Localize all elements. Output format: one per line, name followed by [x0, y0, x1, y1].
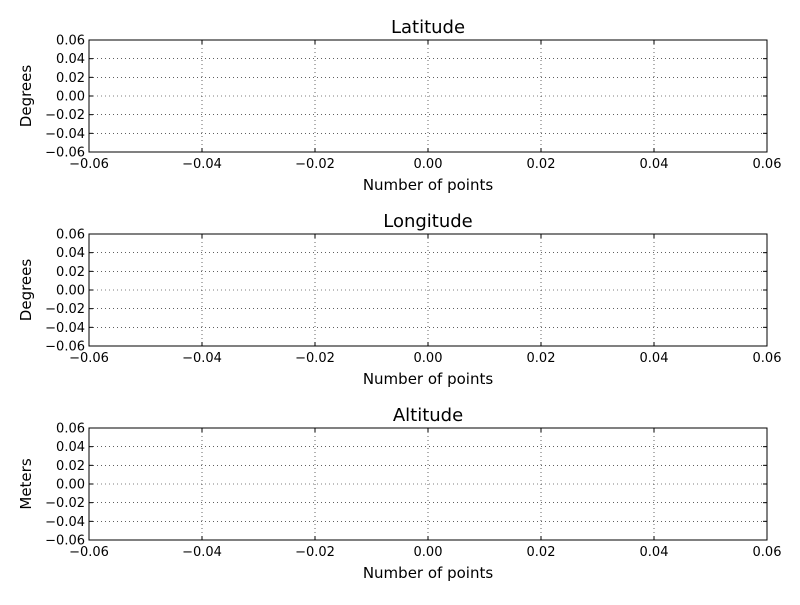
- x-tick-label: 0.04: [640, 351, 669, 366]
- x-tick-label: −0.02: [295, 545, 335, 560]
- x-tick-label: −0.04: [182, 545, 222, 560]
- y-tick-label: 0.02: [56, 459, 85, 474]
- x-axis-label: Number of points: [363, 564, 494, 582]
- x-tick-label: −0.04: [182, 157, 222, 172]
- y-tick-label: 0.02: [56, 265, 85, 280]
- subplot-longitude: Longitude Degrees Number of points −0.06…: [17, 211, 781, 388]
- chart-title: Altitude: [393, 405, 463, 426]
- y-tick-label: 0.02: [56, 71, 85, 86]
- y-tick-label: −0.02: [45, 496, 85, 511]
- y-tick-label: −0.04: [45, 515, 85, 530]
- y-tick-label: 0.06: [56, 228, 85, 243]
- x-tick-label: 0.04: [640, 545, 669, 560]
- y-tick-label: −0.04: [45, 127, 85, 142]
- y-tick-label: 0.04: [56, 52, 85, 67]
- y-tick-label: −0.02: [45, 108, 85, 123]
- x-tick-label: 0.04: [640, 157, 669, 172]
- y-tick-label: 0.00: [56, 478, 85, 493]
- x-tick-label: 0.00: [414, 545, 443, 560]
- x-tick-label: 0.06: [753, 545, 782, 560]
- x-tick-label: 0.00: [414, 351, 443, 366]
- plot-area-longitude: −0.06 −0.04 −0.02 0.00 0.02 0.04 0.06 −0.06 −0.0…: [45, 228, 781, 367]
- x-tick-label: −0.02: [295, 157, 335, 172]
- y-tick-label: 0.06: [56, 422, 85, 437]
- x-tick-label: 0.06: [753, 351, 782, 366]
- x-tick-label: 0.02: [527, 157, 556, 172]
- axes-frame: [88, 233, 768, 347]
- x-tick-label: 0.02: [527, 351, 556, 366]
- y-tick-label: −0.06: [45, 146, 85, 161]
- axes-frame: [88, 39, 768, 153]
- y-axis-label: Degrees: [17, 259, 35, 322]
- y-tick-label: −0.04: [45, 321, 85, 336]
- axes-frame: [88, 427, 768, 541]
- y-tick-label: 0.04: [56, 440, 85, 455]
- y-tick-label: 0.06: [56, 34, 85, 49]
- x-tick-label: 0.00: [414, 157, 443, 172]
- subplot-altitude: Altitude Meters Number of points −0.06 −0…: [17, 405, 781, 582]
- y-axis-label: Meters: [17, 458, 35, 509]
- x-tick-label: −0.06: [69, 157, 109, 172]
- chart-title: Longitude: [383, 211, 473, 232]
- plot-area-latitude: −0.06 −0.04 −0.02 0.00 0.02 0.04 0.06 −0.06 −0.0…: [45, 34, 781, 173]
- y-axis-label: Degrees: [17, 65, 35, 128]
- x-tick-label: −0.02: [295, 351, 335, 366]
- y-tick-label: −0.02: [45, 302, 85, 317]
- y-tick-label: 0.04: [56, 246, 85, 261]
- x-axis-label: Number of points: [363, 370, 494, 388]
- x-axis-label: Number of points: [363, 176, 494, 194]
- y-tick-label: −0.06: [45, 534, 85, 549]
- y-tick-label: −0.06: [45, 340, 85, 355]
- x-tick-label: −0.04: [182, 351, 222, 366]
- x-tick-label: −0.06: [69, 351, 109, 366]
- chart-title: Latitude: [391, 17, 465, 38]
- y-tick-label: 0.00: [56, 284, 85, 299]
- x-tick-label: 0.02: [527, 545, 556, 560]
- plot-area-altitude: −0.06 −0.04 −0.02 0.00 0.02 0.04 0.06 −0.06 −0.0…: [45, 422, 781, 561]
- subplot-latitude: Latitude Degrees Number of points −0.06−…: [17, 17, 781, 194]
- y-tick-label: 0.00: [56, 90, 85, 105]
- x-tick-label: −0.06: [69, 545, 109, 560]
- x-tick-label: 0.06: [753, 157, 782, 172]
